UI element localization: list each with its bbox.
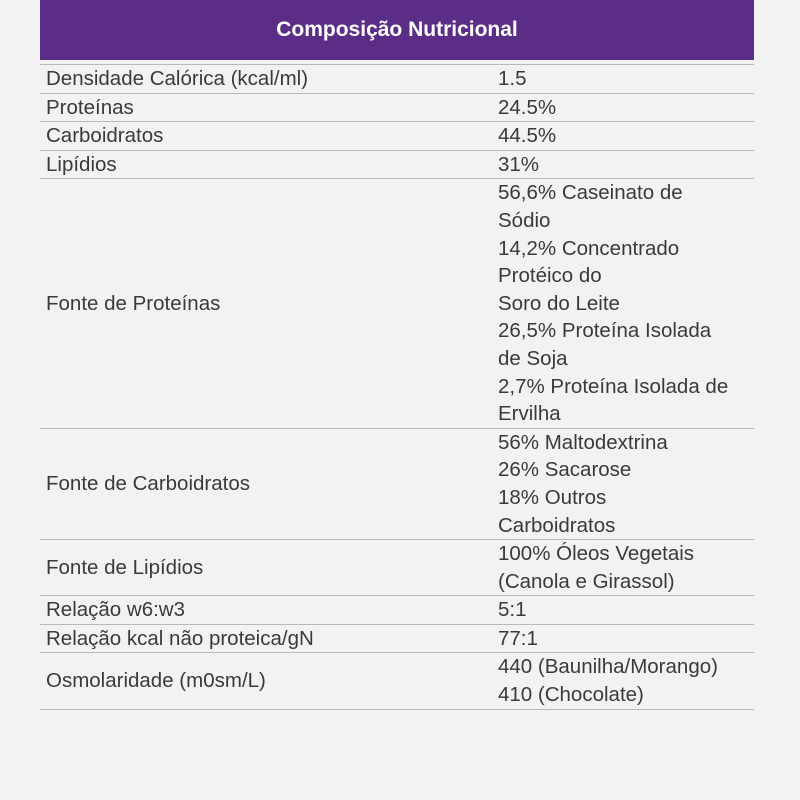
row-label: Proteínas	[40, 93, 498, 123]
value-line: 26,5% Proteína Isolada	[498, 319, 712, 343]
value-line: 77:1	[498, 626, 538, 650]
nutrition-table: Densidade Calórica (kcal/ml) 1.5 Proteínas…	[40, 64, 754, 710]
row-value: 31%	[498, 150, 754, 180]
value-line: de Soja	[498, 346, 568, 370]
table-row: Carboidratos 44.5%	[40, 121, 754, 151]
value-line: Protéico do	[498, 264, 602, 288]
value-line: Carboidratos	[498, 513, 616, 537]
value-line: (Canola e Girassol)	[498, 569, 675, 593]
row-label: Fonte de Lipídios	[40, 539, 498, 597]
value-line: 24.5%	[498, 95, 557, 119]
row-value: 77:1	[498, 624, 754, 654]
row-value: 44.5%	[498, 121, 754, 151]
value-line: 18% Outros	[498, 485, 607, 509]
table-row: Osmolaridade (m0sm/L) 440 (Baunilha/Moran…	[40, 652, 754, 710]
table-row: Densidade Calórica (kcal/ml) 1.5	[40, 64, 754, 94]
value-line: 56,6% Caseinato de	[498, 181, 683, 205]
table-row: Lipídios 31%	[40, 150, 754, 180]
value-line: 100% Óleos Vegetais	[498, 542, 695, 566]
row-value: 56% Maltodextrina 26% Sacarose 18% Outros C…	[498, 428, 754, 541]
value-line: 56% Maltodextrina	[498, 430, 668, 454]
value-line: 440 (Baunilha/Morango)	[498, 655, 718, 679]
table-row: Fonte de Carboidratos 56% Maltodextrina 26…	[40, 428, 754, 541]
row-label: Fonte de Proteínas	[40, 178, 498, 429]
row-label: Fonte de Carboidratos	[40, 428, 498, 541]
value-line: Sódio	[498, 208, 551, 232]
table-header: Composição Nutricional	[40, 0, 754, 60]
value-line: 2,7% Proteína Isolada de	[498, 374, 729, 398]
row-value: 440 (Baunilha/Morango) 410 (Chocolate)	[498, 652, 754, 710]
row-value: 100% Óleos Vegetais (Canola e Girassol)	[498, 539, 754, 597]
value-line: 44.5%	[498, 124, 557, 148]
row-label: Carboidratos	[40, 121, 498, 151]
row-label: Lipídios	[40, 150, 498, 180]
row-value: 5:1	[498, 595, 754, 625]
table-title: Composição Nutricional	[276, 18, 518, 41]
value-line: 410 (Chocolate)	[498, 683, 644, 707]
value-line: Ervilha	[498, 402, 561, 426]
row-label: Densidade Calórica (kcal/ml)	[40, 64, 498, 94]
value-line: 5:1	[498, 598, 527, 622]
table-row: Fonte de Proteínas 56,6% Caseinato de Sódi…	[40, 178, 754, 429]
row-label: Osmolaridade (m0sm/L)	[40, 652, 498, 710]
value-line: 1.5	[498, 67, 527, 90]
row-value: 24.5%	[498, 93, 754, 123]
row-label: Relação kcal não proteica/gN	[40, 624, 498, 654]
value-line: Soro do Leite	[498, 291, 620, 315]
table-row: Relação kcal não proteica/gN 77:1	[40, 624, 754, 654]
value-line: 31%	[498, 152, 540, 176]
row-value: 1.5	[498, 64, 754, 94]
row-value: 56,6% Caseinato de Sódio 14,2% Concentrado…	[498, 178, 754, 429]
table-row: Relação w6:w3 5:1	[40, 595, 754, 625]
table-row: Proteínas 24.5%	[40, 93, 754, 123]
row-label: Relação w6:w3	[40, 595, 498, 625]
table-row: Fonte de Lipídios 100% Óleos Vegetais (Can…	[40, 539, 754, 597]
value-line: 14,2% Concentrado	[498, 236, 680, 260]
value-line: 26% Sacarose	[498, 458, 632, 482]
